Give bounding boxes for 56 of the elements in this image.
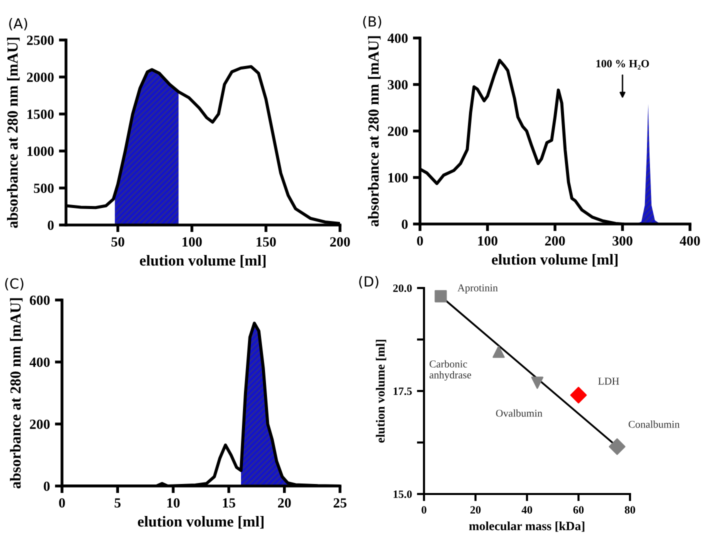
annotation: Conalbumin	[628, 420, 680, 428]
annotation: 100 % H₂O	[596, 60, 649, 70]
y-tick-label: 300	[388, 80, 408, 90]
y-tick-label: 100	[388, 173, 408, 182]
x-tick-label: 300	[612, 236, 632, 246]
y-axis-title: absorbance at 280 nm [mAU]	[7, 38, 20, 228]
y-tick-label: 500	[34, 184, 54, 193]
y-tick-label: 2000	[27, 72, 54, 82]
x-tick-label: 200	[330, 237, 350, 247]
y-tick-label: 200	[388, 126, 408, 136]
y-tick-label: 0	[48, 220, 54, 230]
x-tick-label: 15	[222, 498, 236, 508]
y-tick-label: 400	[30, 358, 50, 367]
x-tick-label: 0	[422, 506, 426, 514]
x-tick-label: 5	[114, 498, 121, 508]
x-tick-label: 10	[167, 498, 180, 508]
x-axis-title: elution volume [ml]	[140, 254, 266, 268]
annotation: LDH	[598, 378, 620, 385]
x-axis-title: molecular mass [kDa]	[469, 521, 584, 532]
x-tick-label: 100	[182, 237, 202, 247]
y-axis-title: absorbance at 280 nm [mAU]	[368, 36, 381, 226]
x-tick-label: 100	[478, 236, 498, 246]
x-tick-label: 80	[624, 506, 636, 514]
x-axis-title: elution volume [ml]	[492, 254, 618, 267]
y-tick-label: 2500	[27, 36, 54, 45]
y-tick-label: 0	[402, 220, 408, 229]
x-tick-label: 25	[334, 498, 346, 508]
x-tick-label: 0	[417, 236, 423, 246]
x-tick-label: 40	[522, 506, 532, 514]
x-tick-label: 60	[573, 506, 584, 514]
y-tick-label: 1500	[28, 110, 54, 119]
annotation: Aprotinin	[458, 284, 498, 294]
chart-title: (D)	[359, 276, 378, 288]
chart-title: (C)	[5, 278, 24, 290]
y-tick-label: 400	[388, 34, 408, 43]
x-tick-label: 20	[470, 506, 481, 514]
y-tick-label: 20.0	[393, 284, 412, 292]
y-axis-title: absorbance at 280 nm [mAU]	[10, 298, 23, 488]
chart-title: (B)	[363, 16, 382, 28]
chart-title: (A)	[9, 18, 28, 30]
y-tick-label: 1000	[28, 146, 54, 156]
y-axis-title: elution volume [ml]	[376, 340, 386, 443]
x-tick-label: 0	[59, 498, 65, 508]
x-tick-label: 150	[256, 237, 276, 247]
x-tick-label: 200	[545, 236, 565, 246]
x-tick-label: 400	[680, 236, 700, 246]
y-tick-label: 200	[30, 420, 50, 429]
y-tick-label: 17.5	[394, 388, 412, 396]
y-tick-label: 15.0	[394, 490, 412, 498]
x-tick-label: 20	[278, 498, 291, 508]
annotation: Carbonic anhydrase	[430, 360, 472, 381]
y-tick-label: 600	[30, 296, 50, 305]
x-tick-label: 50	[111, 237, 124, 247]
y-tick-label: 0	[44, 482, 50, 491]
x-axis-title: elution volume [ml]	[138, 516, 264, 529]
annotation: Ovalbumin	[496, 409, 542, 417]
